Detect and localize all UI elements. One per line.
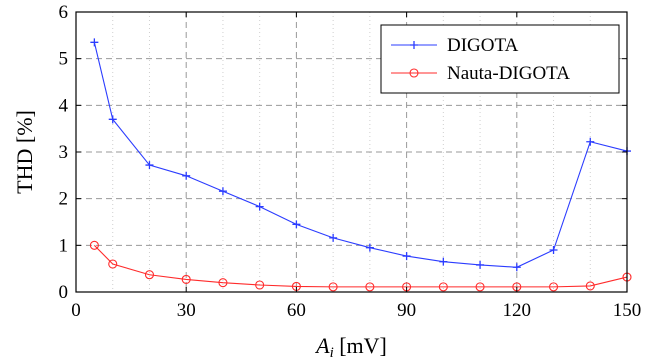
series-line bbox=[93, 42, 628, 268]
data-point bbox=[548, 282, 559, 292]
data-point bbox=[181, 274, 191, 284]
data-point bbox=[585, 281, 595, 291]
legend-entries: DIGOTA Nauta-DIGOTA bbox=[391, 35, 570, 84]
x-tick-label: 150 bbox=[613, 300, 642, 321]
legend-label: Nauta-DIGOTA bbox=[447, 63, 570, 84]
legend-box bbox=[380, 24, 620, 94]
y-tick-label: 3 bbox=[59, 142, 69, 163]
data-point bbox=[218, 187, 227, 196]
data-point bbox=[108, 115, 117, 124]
data-point bbox=[365, 282, 375, 292]
y-tick-label: 5 bbox=[59, 49, 69, 70]
data-point bbox=[475, 282, 485, 292]
grid bbox=[76, 12, 627, 292]
x-tick-label: 60 bbox=[287, 300, 306, 321]
legend-marker bbox=[410, 41, 418, 49]
x-axis-title-subscript: i bbox=[330, 345, 334, 361]
y-tick-label: 0 bbox=[59, 282, 69, 303]
series-line bbox=[93, 244, 628, 288]
data-point bbox=[255, 280, 265, 290]
legend-entry: DIGOTA bbox=[391, 35, 519, 56]
data-point bbox=[439, 257, 448, 266]
x-tick-label: 30 bbox=[177, 300, 196, 321]
data-point bbox=[328, 282, 338, 292]
series-0 bbox=[90, 38, 631, 272]
y-tick-label: 1 bbox=[59, 235, 69, 256]
data-point bbox=[402, 252, 411, 261]
data-point bbox=[145, 161, 154, 170]
data-point bbox=[292, 220, 301, 229]
legend-marker bbox=[409, 68, 419, 78]
data-point bbox=[90, 38, 99, 47]
y-tick-label: 6 bbox=[59, 2, 69, 23]
x-tick-label: 90 bbox=[397, 300, 416, 321]
data-point bbox=[255, 202, 264, 211]
y-tick-label: 4 bbox=[59, 95, 69, 116]
y-tick-label: 2 bbox=[59, 189, 69, 210]
data-point bbox=[476, 260, 485, 269]
ticks: 0 30 60 90 120 150 0 1 2 3 4 5 6 bbox=[59, 2, 642, 321]
x-axis-title-symbol: A bbox=[314, 333, 330, 358]
data-point bbox=[438, 282, 448, 292]
y-axis-title: THD [%] bbox=[12, 110, 37, 194]
data-point bbox=[144, 270, 155, 280]
data-point bbox=[89, 240, 99, 250]
legend: DIGOTA Nauta-DIGOTA bbox=[380, 24, 620, 94]
data-point bbox=[218, 278, 228, 288]
data-point bbox=[549, 246, 558, 254]
data-point bbox=[365, 243, 374, 252]
legend-label: DIGOTA bbox=[447, 35, 519, 56]
x-tick-label: 120 bbox=[503, 300, 532, 321]
legend-entry: Nauta-DIGOTA bbox=[391, 63, 570, 84]
data-point bbox=[586, 137, 595, 146]
x-axis-title: Ai [mV] bbox=[314, 333, 387, 361]
x-axis-title-unit: [mV] bbox=[334, 333, 387, 358]
data-point bbox=[182, 171, 191, 180]
data-point bbox=[108, 259, 118, 269]
series-layer bbox=[89, 38, 632, 292]
x-tick-label: 0 bbox=[71, 300, 81, 321]
data-point bbox=[512, 263, 521, 272]
series-1 bbox=[89, 240, 632, 292]
data-point bbox=[329, 233, 338, 242]
